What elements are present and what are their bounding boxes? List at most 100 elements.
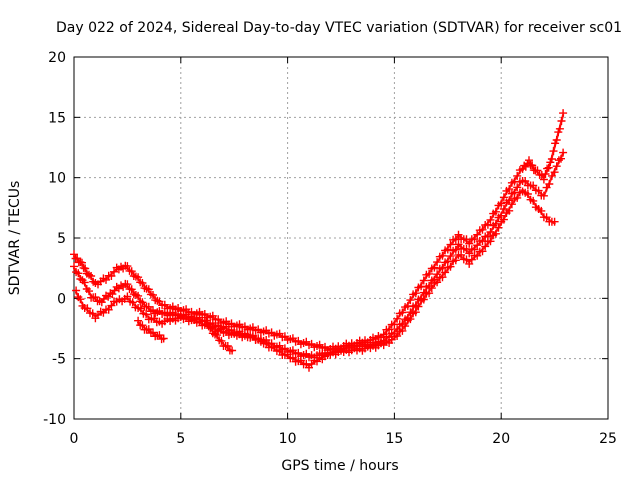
data-point-marker bbox=[529, 181, 538, 190]
x-tick-label: 15 bbox=[385, 431, 403, 447]
grid-lines bbox=[74, 57, 608, 419]
data-point-marker bbox=[104, 305, 113, 314]
series-band bbox=[75, 188, 556, 367]
data-point-marker bbox=[427, 284, 436, 293]
data-point-marker bbox=[499, 193, 508, 202]
data-point-marker bbox=[398, 326, 407, 335]
data-point-marker bbox=[107, 301, 116, 310]
data-point-marker bbox=[537, 171, 546, 179]
y-tick-label: 5 bbox=[57, 231, 66, 247]
data-point-marker bbox=[406, 296, 415, 305]
data-point-marker bbox=[545, 180, 554, 188]
data-point-marker bbox=[533, 166, 542, 175]
data-point-marker bbox=[446, 252, 455, 261]
series-track-e bbox=[202, 316, 237, 355]
data-point-marker bbox=[441, 268, 450, 277]
data-point-marker bbox=[521, 177, 530, 185]
data-point-marker bbox=[206, 323, 215, 332]
data-point-marker bbox=[497, 199, 506, 208]
data-point-marker bbox=[256, 335, 265, 344]
data-point-marker bbox=[136, 304, 145, 313]
data-point-marker bbox=[134, 316, 143, 325]
y-tick-label: -10 bbox=[43, 412, 66, 428]
data-point-marker bbox=[557, 117, 566, 125]
data-point-marker bbox=[433, 278, 442, 287]
data-point-marker bbox=[270, 342, 279, 351]
data-point-marker bbox=[525, 156, 533, 165]
data-point-marker bbox=[473, 251, 482, 260]
series-track-c bbox=[72, 187, 559, 372]
data-point-marker bbox=[557, 154, 565, 163]
data-point-marker bbox=[454, 240, 463, 249]
data-point-marker bbox=[446, 262, 455, 271]
y-axis-label: SDTVAR / TECUs bbox=[7, 181, 23, 296]
x-tick-label: 0 bbox=[70, 431, 79, 447]
data-point-marker bbox=[451, 245, 460, 254]
data-point-marker bbox=[83, 304, 92, 313]
data-point-marker bbox=[505, 185, 514, 194]
x-tick-labels: 0 5 10 15 20 25 bbox=[70, 431, 617, 447]
data-point-marker bbox=[542, 213, 551, 222]
data-point-marker bbox=[438, 273, 447, 282]
data-point-marker bbox=[127, 267, 136, 276]
data-point-marker bbox=[128, 298, 137, 307]
data-point-marker bbox=[505, 206, 514, 215]
data-point-marker bbox=[144, 285, 153, 294]
chart-title: Day 022 of 2024, Sidereal Day-to-day VTE… bbox=[56, 20, 622, 36]
data-point-marker bbox=[393, 314, 402, 323]
data-point-marker bbox=[438, 251, 447, 260]
x-axis-label: GPS time / hours bbox=[281, 458, 398, 474]
data-point-marker bbox=[110, 267, 118, 276]
data-point-marker bbox=[494, 223, 503, 232]
data-point-marker bbox=[123, 292, 132, 301]
data-point-marker bbox=[486, 215, 495, 224]
data-point-marker bbox=[433, 258, 442, 267]
data-point-marker bbox=[398, 308, 407, 317]
data-point-marker bbox=[559, 109, 568, 118]
x-tick-label: 25 bbox=[599, 431, 617, 447]
data-point-marker bbox=[465, 259, 474, 268]
data-point-marker bbox=[134, 291, 143, 300]
data-point-marker bbox=[513, 183, 522, 192]
data-point-marker bbox=[149, 291, 157, 299]
data-point-marker bbox=[80, 278, 89, 287]
data-point-marker bbox=[411, 308, 420, 317]
axis-ticks bbox=[73, 56, 609, 420]
data-point-marker bbox=[539, 191, 548, 200]
data-point-marker bbox=[467, 255, 476, 264]
data-point-marker bbox=[144, 302, 153, 311]
data-point-marker bbox=[102, 275, 110, 284]
data-point-marker bbox=[159, 334, 168, 343]
series-track-d bbox=[134, 316, 168, 344]
y-tick-label: 15 bbox=[48, 110, 66, 126]
data-point-marker bbox=[523, 190, 532, 198]
data-point-marker bbox=[446, 240, 455, 249]
data-point-marker bbox=[123, 262, 132, 271]
data-point-marker bbox=[411, 289, 420, 298]
y-tick-label: 20 bbox=[48, 50, 66, 66]
data-point-marker bbox=[138, 321, 147, 330]
data-point-marker bbox=[138, 279, 147, 287]
data-point-marker bbox=[513, 193, 522, 202]
data-point-marker bbox=[491, 207, 500, 216]
data-point-marker bbox=[127, 285, 136, 294]
data-point-marker bbox=[223, 342, 232, 350]
data-point-marker bbox=[550, 168, 559, 177]
y-tick-label: 10 bbox=[48, 171, 66, 187]
data-point-marker bbox=[537, 206, 546, 215]
data-point-marker bbox=[430, 263, 439, 272]
data-point-marker bbox=[134, 273, 143, 282]
data-point-marker bbox=[454, 230, 463, 239]
data-point-marker bbox=[549, 147, 558, 156]
data-point-marker bbox=[499, 215, 508, 224]
data-point-marker bbox=[541, 170, 550, 178]
data-point-marker bbox=[559, 148, 568, 157]
data-point-marker bbox=[507, 200, 516, 209]
data-point-marker bbox=[401, 322, 410, 331]
data-series bbox=[70, 109, 568, 372]
data-point-marker bbox=[478, 247, 487, 256]
data-point-marker bbox=[419, 276, 428, 285]
data-point-marker bbox=[107, 272, 116, 280]
data-point-marker bbox=[70, 262, 78, 271]
